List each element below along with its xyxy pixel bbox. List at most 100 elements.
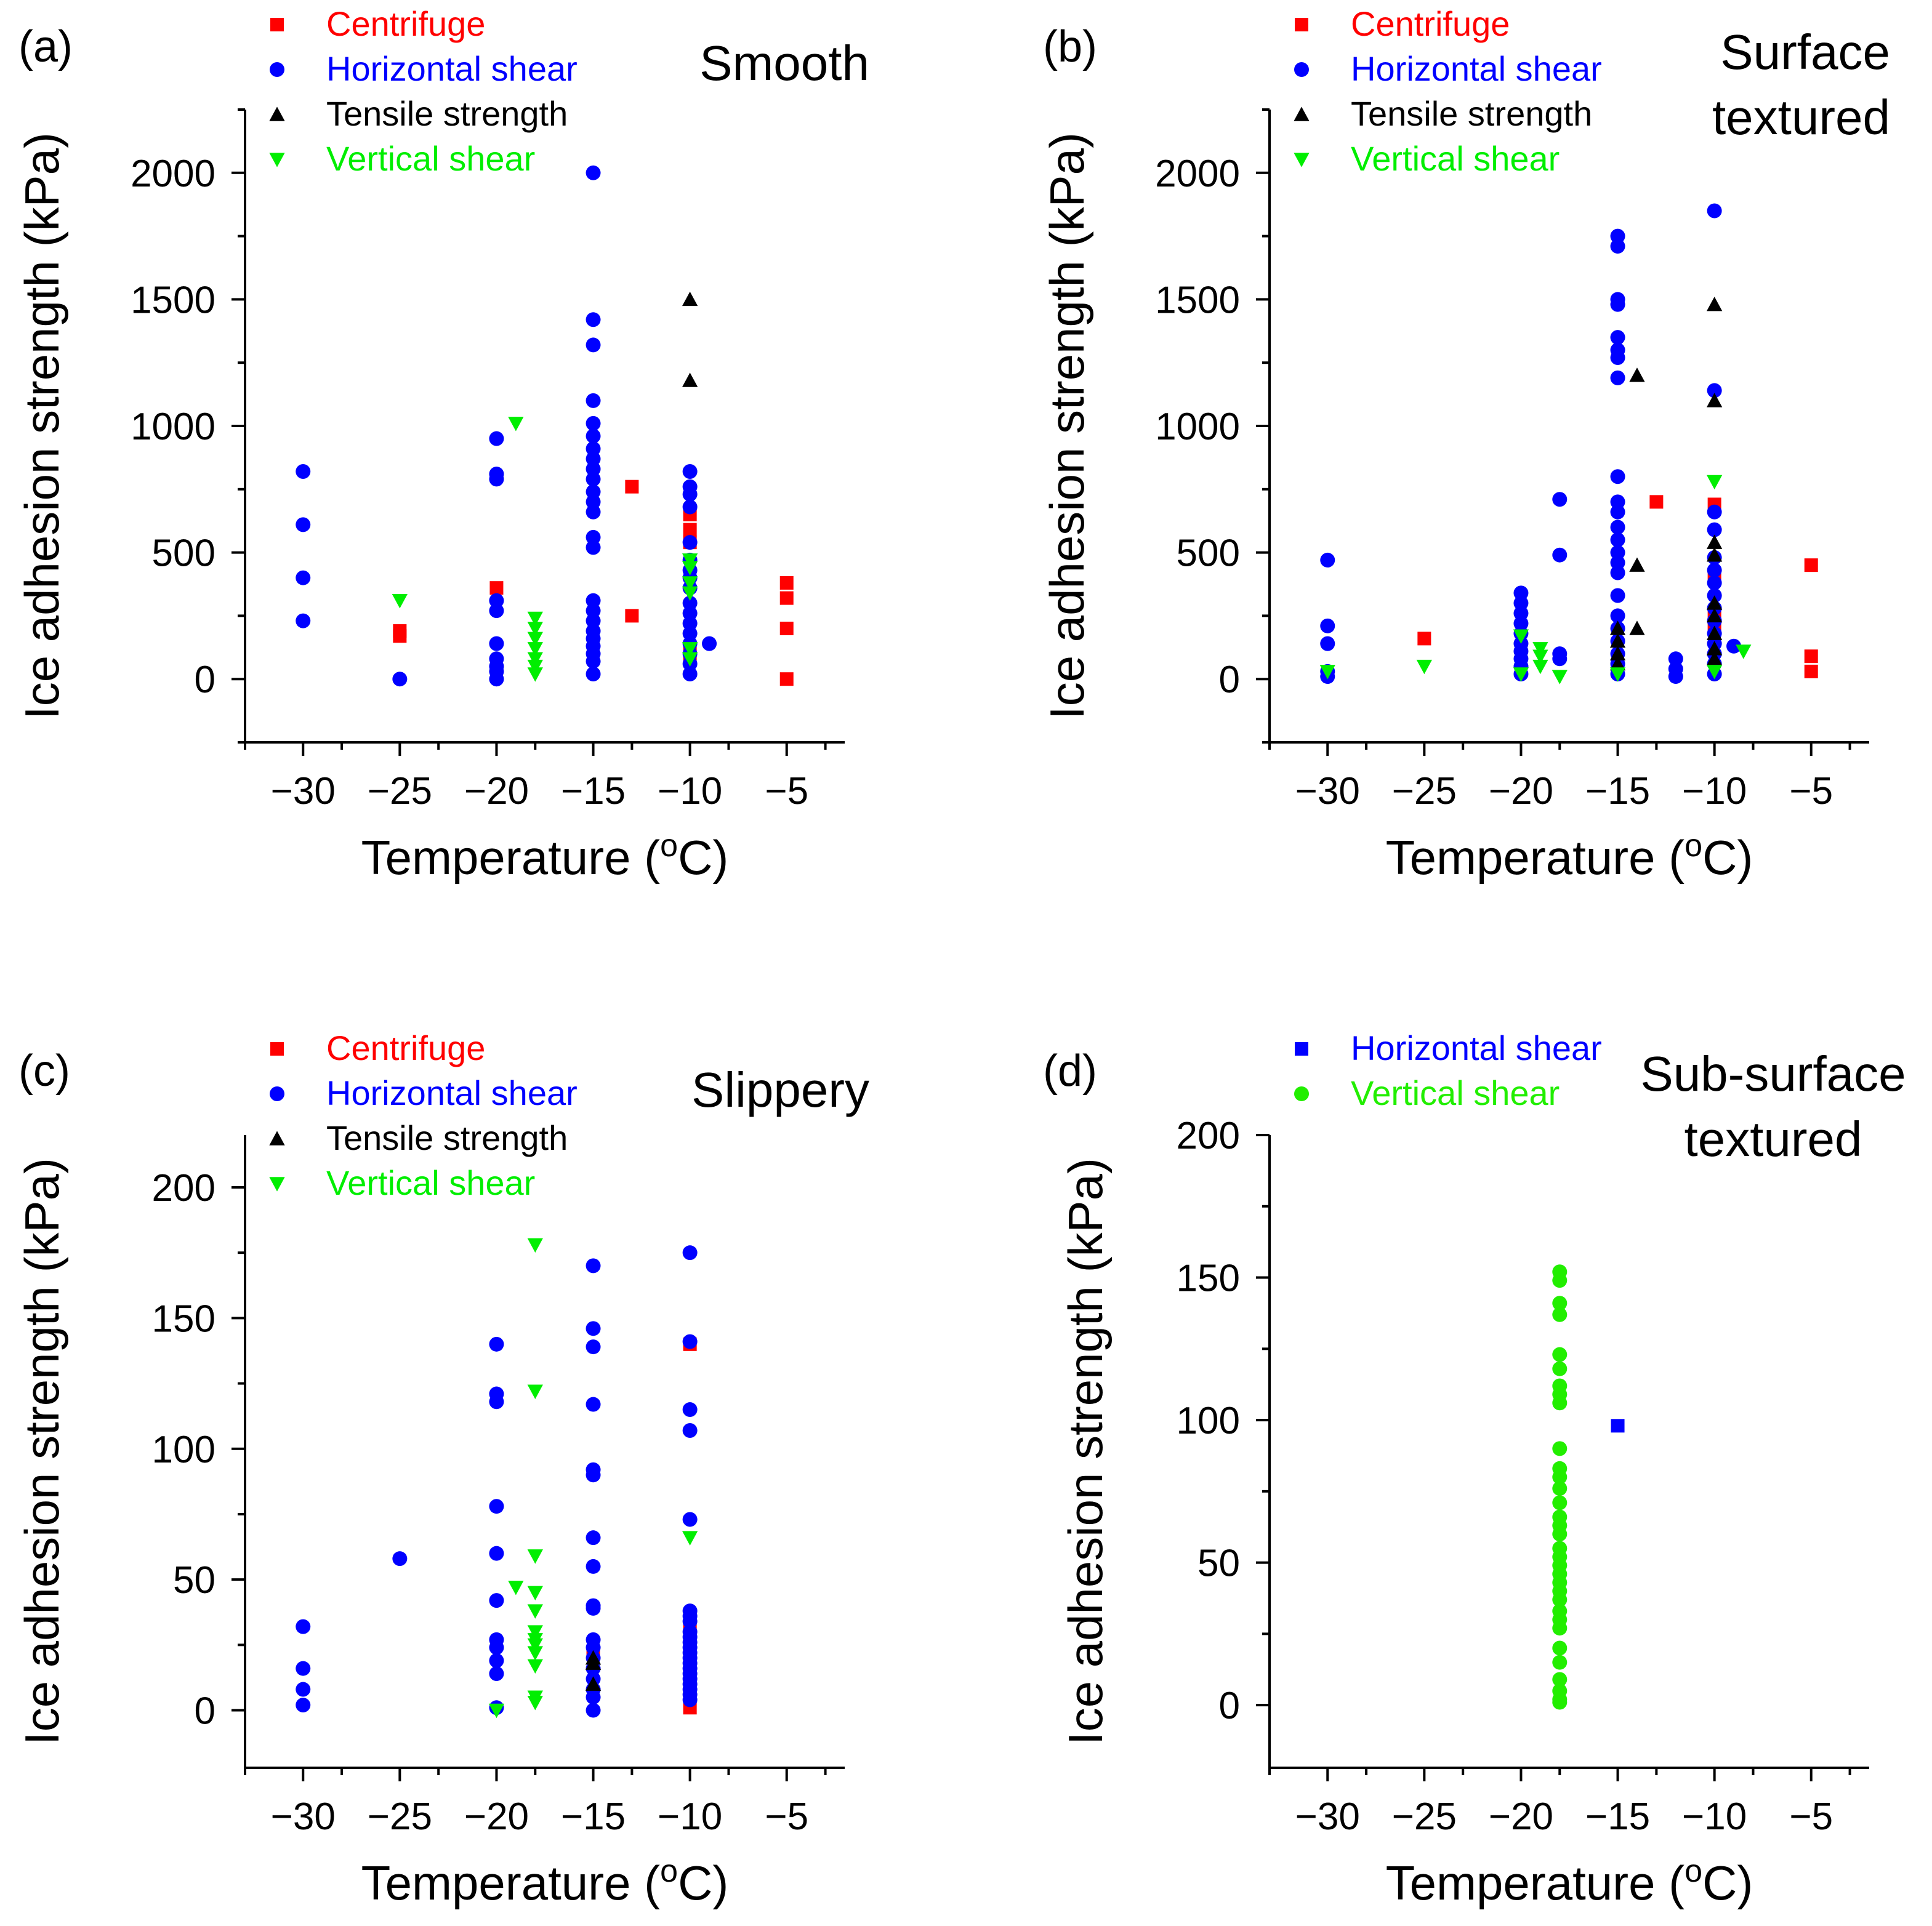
data-point [682, 626, 698, 641]
data-point [586, 593, 601, 608]
data-point [527, 622, 543, 636]
data-point [585, 1676, 602, 1691]
data-point [1804, 664, 1818, 678]
legend-label: Vertical shear [326, 139, 535, 178]
y-tick-label: 1500 [131, 279, 215, 321]
data-point [586, 1600, 601, 1616]
x-tick-label: −25 [368, 770, 432, 813]
data-point [683, 523, 697, 537]
y-tick-label: 100 [152, 1429, 215, 1471]
legend-marker [1294, 62, 1309, 77]
data-point [1552, 651, 1568, 667]
data-point [586, 504, 601, 520]
legend-marker [270, 1086, 284, 1101]
data-point [586, 428, 601, 444]
data-point [1736, 644, 1752, 659]
data-point [1552, 1361, 1568, 1376]
y-axis-title: Ice adhesion strength (kPa) [15, 1158, 69, 1745]
data-point [682, 1692, 698, 1707]
y-tick-label: 2000 [131, 153, 215, 195]
data-point [1610, 532, 1625, 548]
data-point [682, 535, 698, 550]
data-point [682, 1423, 698, 1438]
data-point [1610, 504, 1625, 520]
data-point [489, 581, 504, 595]
y-tick-label: 100 [1177, 1400, 1240, 1442]
series-vertical-shear [1552, 1264, 1568, 1710]
data-point [1320, 618, 1335, 633]
data-point [586, 1321, 601, 1336]
data-point [1706, 651, 1723, 666]
data-point [1552, 670, 1568, 684]
data-point [1320, 636, 1335, 651]
data-point [1513, 606, 1529, 621]
data-point [1552, 547, 1568, 563]
data-point [392, 1551, 408, 1567]
series-tensile-strength [585, 1650, 602, 1691]
data-point [682, 576, 698, 591]
y-tick-label: 500 [1177, 532, 1240, 575]
data-point [1416, 659, 1433, 675]
data-point [779, 621, 794, 635]
data-point [489, 672, 504, 687]
data-point [1552, 1273, 1568, 1288]
data-point [1609, 667, 1626, 682]
panel-b: −30 −25 −20 −15 −10 −5 0 500 1000 1500 2000 Tempera… [1040, 4, 1890, 885]
legend-label: Centrifuge [326, 1029, 485, 1067]
data-point [1668, 651, 1683, 667]
surface-label: Surface [1720, 25, 1890, 79]
legend-marker [270, 62, 284, 77]
data-point [489, 1593, 504, 1608]
data-point [489, 1336, 504, 1352]
data-point [682, 595, 698, 611]
legend-marker [1294, 1086, 1309, 1101]
data-point [527, 659, 543, 675]
legend-label: Horizontal shear [326, 1073, 578, 1112]
data-point [586, 441, 601, 457]
y-axis-title: Ice adhesion strength (kPa) [1040, 132, 1094, 720]
y-tick-label: 0 [195, 1690, 215, 1733]
x-tick-label: −5 [765, 1796, 808, 1838]
x-tick-label: −5 [1789, 1796, 1833, 1838]
data-point [1609, 646, 1626, 660]
panel-a: −30 −25 −20 −15 −10 −5 0 500 1000 1500 2000 Tempera… [15, 4, 869, 885]
data-point [489, 1666, 504, 1682]
series-tensile-strength [1609, 296, 1723, 671]
data-point [682, 666, 698, 681]
y-tick-label: 0 [195, 659, 215, 701]
y-tick-label: 150 [152, 1298, 215, 1340]
legend-label: Centrifuge [326, 4, 485, 43]
data-point [586, 529, 601, 545]
legend-marker [269, 1131, 285, 1146]
x-tick-label: −10 [658, 1796, 722, 1838]
data-point [682, 487, 698, 502]
data-point [1532, 642, 1548, 657]
data-point [1610, 565, 1625, 580]
data-point [586, 165, 601, 180]
data-point [489, 1546, 504, 1561]
x-tick-label: −5 [765, 770, 808, 813]
y-tick-label: 1000 [131, 406, 215, 448]
legend-marker [1295, 1042, 1308, 1056]
series-horizontal-shear [1611, 1419, 1625, 1433]
data-point [1610, 520, 1625, 535]
data-point [489, 636, 504, 651]
data-point [527, 611, 543, 627]
data-point [702, 636, 717, 651]
x-tick-label: −20 [464, 1796, 529, 1838]
data-point [527, 1384, 543, 1399]
data-point [1610, 555, 1625, 571]
x-tick-label: −30 [1295, 770, 1360, 813]
legend-label: Horizontal shear [326, 49, 578, 88]
surface-label: Slippery [691, 1062, 869, 1117]
data-point [527, 1238, 543, 1253]
data-point [1513, 595, 1529, 611]
data-point [527, 1604, 543, 1619]
data-point [1610, 228, 1625, 244]
data-point [296, 464, 311, 479]
data-point [489, 1653, 504, 1668]
data-point [586, 1530, 601, 1546]
data-point [527, 1549, 543, 1564]
legend-marker [269, 1177, 285, 1192]
data-point [1707, 522, 1722, 537]
